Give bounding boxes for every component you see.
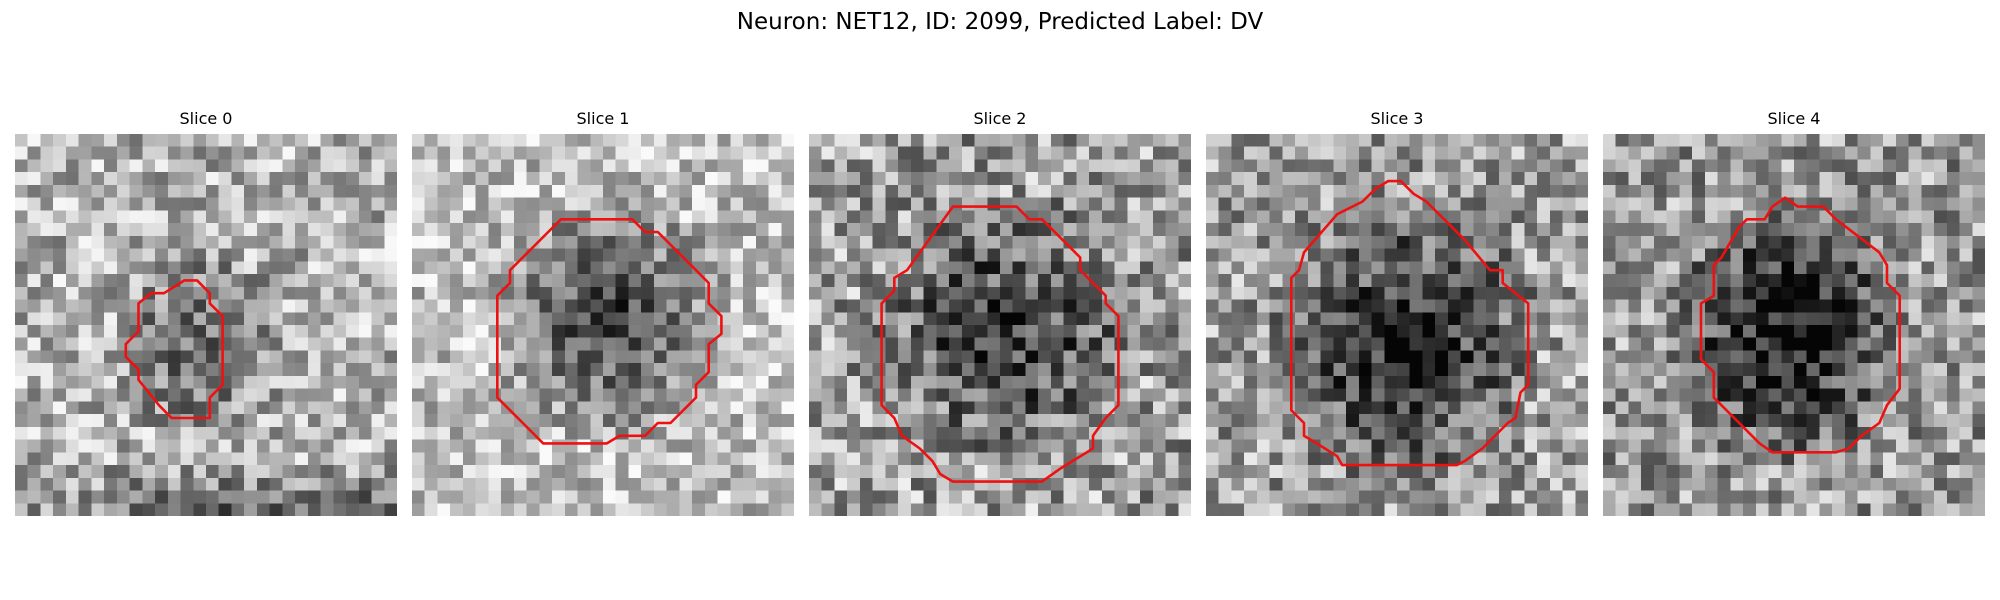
slice-image xyxy=(1603,134,1985,516)
slice-image xyxy=(1206,134,1588,516)
slice-panel-1: Slice 1 xyxy=(412,108,794,516)
slice-image xyxy=(412,134,794,516)
roi-contour xyxy=(124,279,224,420)
slice-panel-2: Slice 2 xyxy=(809,108,1191,516)
slice-image xyxy=(809,134,1191,516)
roi-contour xyxy=(880,205,1120,483)
slice-title: Slice 0 xyxy=(179,109,233,128)
slice-title: Slice 2 xyxy=(973,109,1027,128)
slice-title: Slice 1 xyxy=(576,109,630,128)
slice-image xyxy=(15,134,397,516)
slice-title: Slice 3 xyxy=(1370,109,1424,128)
roi-contour xyxy=(1699,196,1902,454)
slice-title: Slice 4 xyxy=(1767,109,1821,128)
slice-panel-0: Slice 0 xyxy=(15,108,397,516)
roi-contour xyxy=(496,218,723,445)
slice-panel-3: Slice 3 xyxy=(1206,108,1588,516)
slice-panel-4: Slice 4 xyxy=(1603,108,1985,516)
figure-title: Neuron: NET12, ID: 2099, Predicted Label… xyxy=(736,9,1264,35)
roi-contour xyxy=(1290,179,1530,467)
